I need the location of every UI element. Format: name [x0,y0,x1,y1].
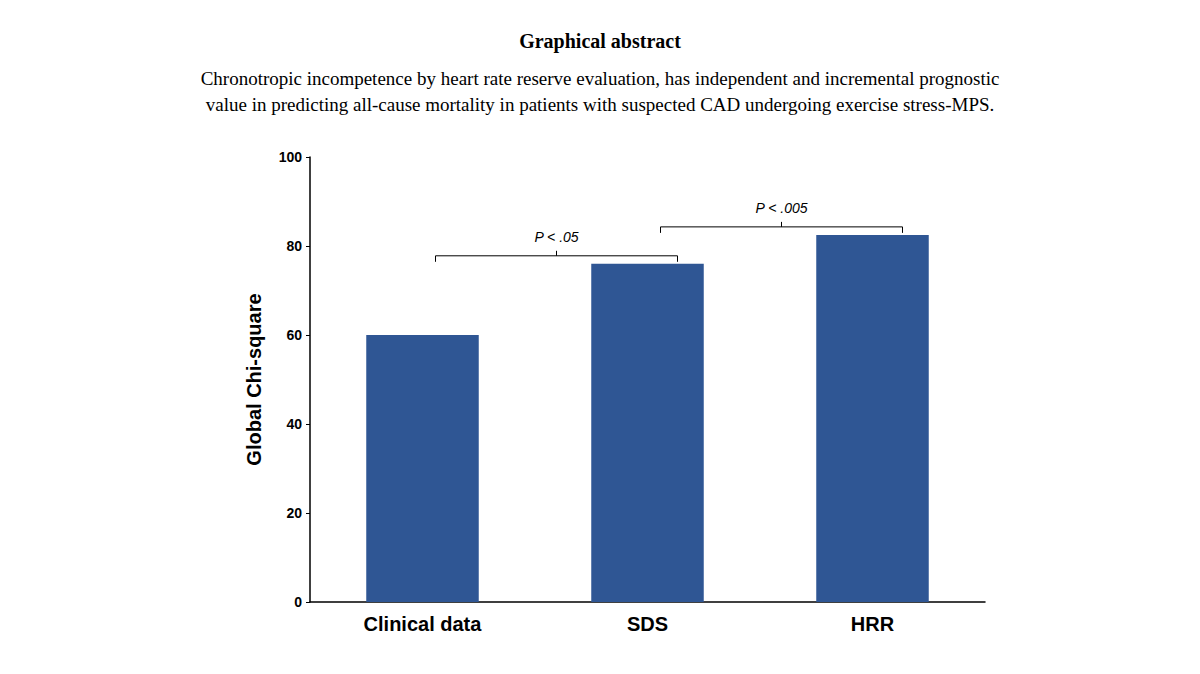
svg-text:Global Chi-square: Global Chi-square [243,293,265,465]
svg-text:HRR: HRR [851,613,895,635]
svg-text:60: 60 [286,327,302,343]
svg-text:20: 20 [286,505,302,521]
svg-text:Clinical data: Clinical data [364,613,483,635]
svg-text:P < .005: P < .005 [755,200,807,216]
svg-text:100: 100 [279,149,303,165]
svg-text:value in predicting all-cause: value in predicting all-cause mortality … [206,94,995,115]
svg-text:40: 40 [286,416,302,432]
svg-text:Graphical abstract: Graphical abstract [519,30,681,53]
svg-text:Chronotropic incompetence by h: Chronotropic incompetence by heart rate … [201,68,1000,89]
svg-text:80: 80 [286,238,302,254]
svg-text:P < .05: P < .05 [534,229,578,245]
svg-text:0: 0 [294,594,302,610]
svg-text:SDS: SDS [627,613,668,635]
